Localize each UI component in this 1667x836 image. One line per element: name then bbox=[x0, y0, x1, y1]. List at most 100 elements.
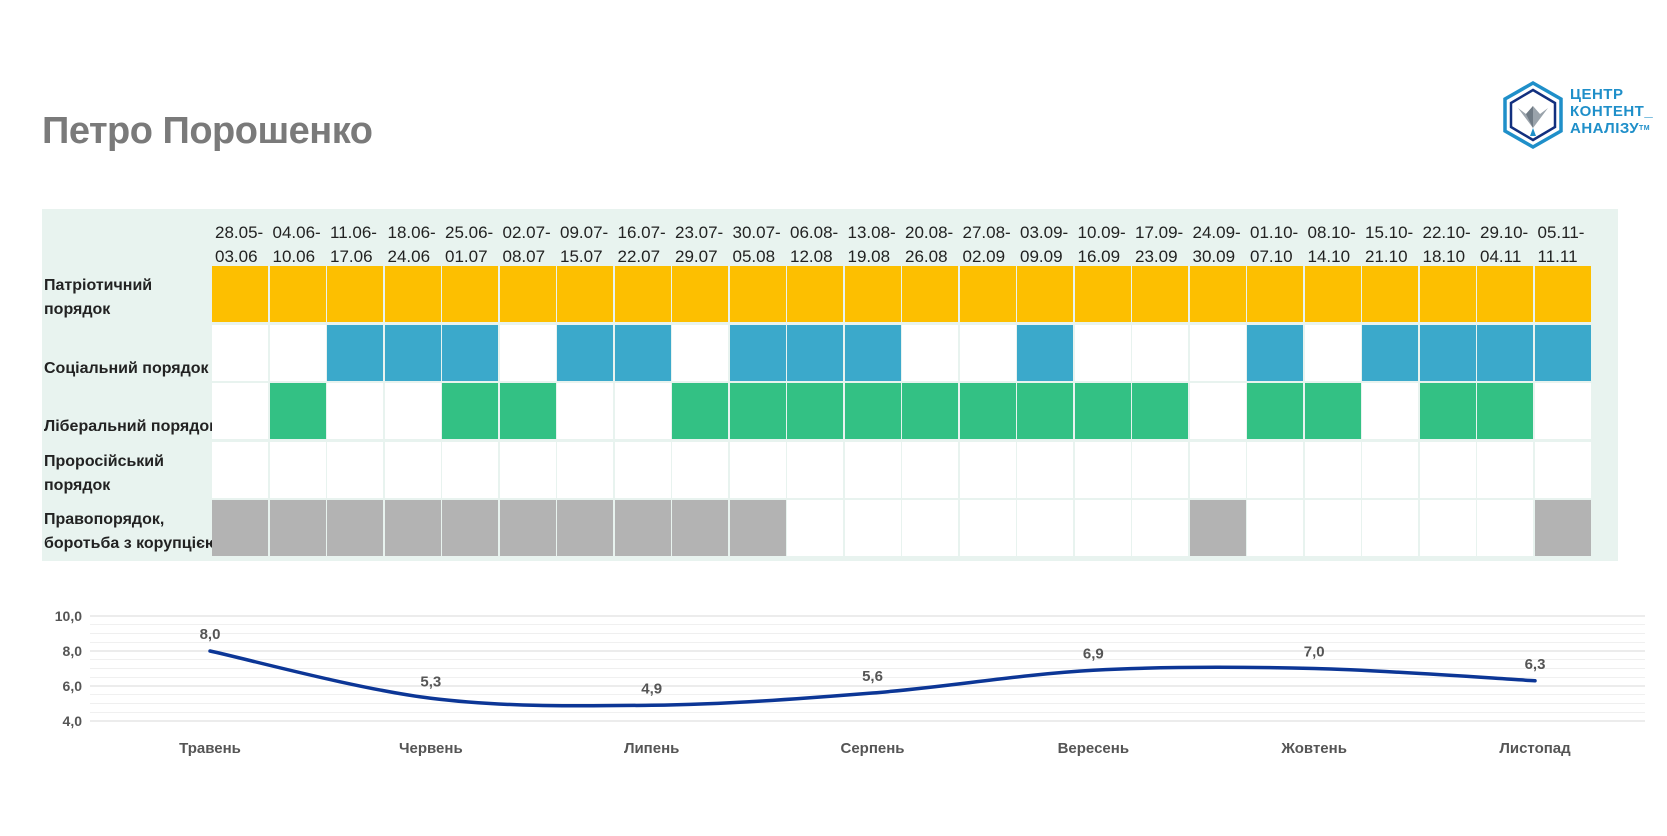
data-label: 8,0 bbox=[200, 626, 221, 643]
column-header-line: 02.07- bbox=[502, 223, 551, 242]
column-header: 18.06- 24.06 bbox=[388, 221, 446, 269]
cell-patriotic bbox=[1419, 266, 1476, 322]
cell-liberal bbox=[1074, 383, 1131, 439]
cell-social bbox=[1247, 324, 1303, 381]
column-header-line: 16.09 bbox=[1077, 247, 1121, 266]
cell-prorussian bbox=[672, 441, 728, 498]
cell-prorussian bbox=[1017, 441, 1073, 498]
cell-prorussian bbox=[384, 441, 441, 498]
cell-patriotic bbox=[1247, 266, 1303, 322]
column-header: 10.09- 16.09 bbox=[1078, 221, 1136, 269]
column-header: 23.07- 29.07 bbox=[675, 221, 733, 269]
cell-patriotic bbox=[1304, 266, 1361, 322]
column-header-line: 29.10- bbox=[1480, 223, 1529, 242]
cell-social bbox=[959, 324, 1016, 381]
cell-patriotic bbox=[1132, 266, 1188, 322]
column-header-line: 30.07- bbox=[732, 223, 781, 242]
data-label: 5,6 bbox=[862, 668, 883, 685]
cell-prorussian bbox=[729, 441, 786, 498]
cell-liberal bbox=[1189, 383, 1246, 439]
row-label-line: порядок bbox=[44, 301, 111, 318]
column-header-line: 21.10 bbox=[1365, 247, 1408, 266]
cell-social bbox=[1534, 324, 1591, 381]
column-header-line: 05.08 bbox=[732, 247, 776, 266]
column-header-line: 18.06- bbox=[387, 223, 436, 242]
data-point bbox=[1091, 668, 1095, 672]
cell-social bbox=[212, 324, 268, 381]
row-label-liberal: Ліберальний порядок bbox=[44, 391, 226, 439]
logo-trademark: TM bbox=[1639, 125, 1651, 132]
data-point bbox=[650, 703, 654, 707]
column-header-line: 13.08- bbox=[847, 223, 896, 242]
logo-line-3: АНАЛІЗУTM bbox=[1570, 120, 1653, 137]
data-label: 6,3 bbox=[1525, 656, 1546, 673]
cell-patriotic bbox=[1477, 266, 1533, 322]
column-header-line: 19.08 bbox=[847, 247, 891, 266]
cell-social bbox=[499, 324, 556, 381]
cell-liberal bbox=[1534, 383, 1591, 439]
cell-laworder bbox=[269, 500, 326, 556]
cell-social bbox=[1189, 324, 1246, 381]
cell-liberal bbox=[902, 383, 958, 439]
cell-social bbox=[672, 324, 728, 381]
y-tick-label: 10,0 bbox=[55, 608, 82, 624]
row-label-line bbox=[44, 391, 226, 415]
data-point bbox=[871, 691, 874, 695]
cell-social bbox=[557, 324, 613, 381]
cell-laworder bbox=[672, 500, 728, 556]
cell-prorussian bbox=[212, 441, 268, 498]
column-header: 13.08- 19.08 bbox=[848, 221, 906, 269]
column-header-line: 03.09- bbox=[1020, 223, 1069, 242]
cell-laworder bbox=[442, 500, 498, 556]
column-header: 15.10- 21.10 bbox=[1365, 221, 1423, 269]
cell-laworder bbox=[1419, 500, 1476, 556]
cell-social bbox=[269, 324, 326, 381]
cell-prorussian bbox=[1247, 441, 1303, 498]
cell-social bbox=[1304, 324, 1361, 381]
cell-patriotic bbox=[384, 266, 441, 322]
cell-liberal bbox=[787, 383, 843, 439]
logo-text: ЦЕНТР КОНТЕНТ_ АНАЛІЗУTM bbox=[1570, 86, 1653, 137]
cell-laworder bbox=[729, 500, 786, 556]
column-header-line: 04.11 bbox=[1480, 247, 1522, 266]
cell-laworder bbox=[212, 500, 268, 556]
column-header-line: 04.06- bbox=[272, 223, 321, 242]
cell-liberal bbox=[959, 383, 1016, 439]
cell-patriotic bbox=[557, 266, 613, 322]
data-point bbox=[1312, 667, 1316, 670]
column-header-line: 03.06 bbox=[215, 247, 258, 266]
y-tick-label: 6,0 bbox=[63, 678, 83, 694]
row-label-line: Патріотичний bbox=[44, 277, 153, 294]
column-header-line: 14.10 bbox=[1307, 247, 1351, 266]
data-label: 7,0 bbox=[1304, 644, 1325, 661]
cell-patriotic bbox=[787, 266, 843, 322]
column-header-line: 11.06- bbox=[330, 223, 377, 242]
y-tick-label: 4,0 bbox=[63, 713, 83, 729]
x-category-label: Листопад bbox=[1499, 740, 1571, 757]
cell-social bbox=[1017, 324, 1073, 381]
cell-liberal bbox=[729, 383, 786, 439]
cell-social bbox=[729, 324, 786, 381]
x-category-label: Вересень bbox=[1058, 740, 1129, 757]
column-header-line: 17.06 bbox=[330, 247, 373, 266]
cell-laworder bbox=[384, 500, 441, 556]
column-header: 22.10- 18.10 bbox=[1423, 221, 1481, 269]
cell-liberal bbox=[499, 383, 556, 439]
cell-social bbox=[1132, 324, 1188, 381]
cell-patriotic bbox=[269, 266, 326, 322]
x-category-label: Жовтень bbox=[1280, 740, 1347, 757]
column-header-line: 30.09 bbox=[1192, 247, 1236, 266]
y-tick-label: 8,0 bbox=[63, 643, 83, 659]
x-category-label: Серпень bbox=[840, 740, 904, 757]
column-header-line: 01.07 bbox=[445, 247, 488, 266]
cell-patriotic bbox=[844, 266, 901, 322]
cell-liberal bbox=[1477, 383, 1533, 439]
column-header-line: 27.08- bbox=[962, 223, 1011, 242]
cell-laworder bbox=[959, 500, 1016, 556]
row-label-social: Соціальний порядок bbox=[44, 333, 226, 381]
column-header: 27.08- 02.09 bbox=[963, 221, 1021, 269]
line-chart-svg: 10,0 8,0 6,0 4,0 8,0 5,3 4,9 5,6 6,9 7,0 6,3 Травен… bbox=[55, 608, 1645, 757]
cell-liberal bbox=[442, 383, 498, 439]
cell-liberal bbox=[557, 383, 613, 439]
cell-prorussian bbox=[1362, 441, 1418, 498]
